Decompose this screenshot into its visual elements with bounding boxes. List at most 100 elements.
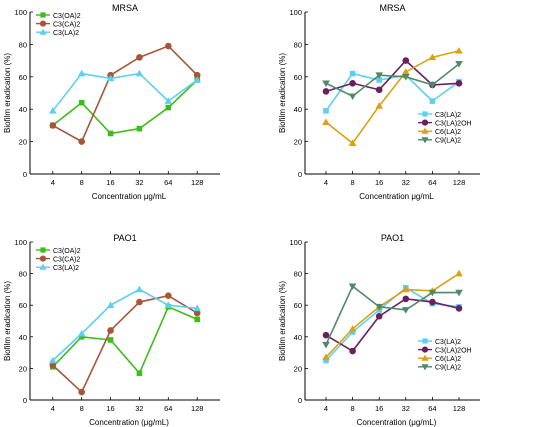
data-point — [349, 329, 356, 335]
legend-entry: C9(LA)2 — [435, 138, 461, 145]
data-point — [429, 298, 436, 306]
data-point — [322, 353, 330, 361]
data-point — [349, 347, 356, 355]
legend-entry: C6(LA)2 — [435, 356, 461, 363]
legend-swatch-marker — [421, 346, 429, 353]
data-point — [323, 108, 329, 114]
legend-entry: C3(OA)2 — [53, 248, 81, 255]
chart-panel-3: PAO1 0 20 40 60 80 100 4 8 16 32 64 128 Concentration… — [3, 233, 220, 427]
legend-entry: C3(CA)2 — [53, 21, 80, 28]
x-tick-label: 4 — [51, 178, 55, 187]
x-tick-label: 64 — [428, 178, 436, 187]
x-tick-label: 8 — [80, 404, 84, 413]
data-point — [107, 327, 114, 334]
legend: C3(LA)2C3(LA)2OH C6(LA)2 C9(LA)2 — [418, 338, 472, 372]
legend: C3(OA)2C3(CA)2 C3(LA)2 — [36, 12, 81, 37]
data-point — [455, 47, 463, 54]
y-tick-label: 100 — [289, 8, 302, 17]
series-line-4 — [325, 63, 460, 98]
data-point — [49, 361, 57, 369]
y-tick-label: 0 — [23, 170, 27, 179]
legend-swatch-marker — [40, 12, 46, 18]
data-point — [322, 331, 330, 339]
data-point — [428, 53, 437, 61]
x-tick-label: 128 — [191, 178, 204, 187]
legend-entry: C3(LA)2OH — [435, 120, 472, 127]
series-line-1 — [52, 79, 198, 135]
data-point — [322, 341, 330, 349]
data-point — [77, 69, 86, 77]
data-point — [455, 289, 463, 297]
data-point — [402, 307, 410, 314]
x-tick-label: 64 — [164, 404, 172, 413]
y-tick-label: 40 — [294, 333, 302, 342]
y-tick-label: 100 — [289, 238, 302, 247]
data-point — [136, 298, 143, 306]
data-point — [106, 74, 115, 82]
data-point — [107, 130, 114, 137]
y-tick-label: 100 — [14, 8, 27, 17]
x-tick-label: 4 — [51, 404, 55, 413]
data-point — [135, 69, 144, 77]
data-point — [402, 285, 410, 293]
series-line-4 — [325, 284, 459, 346]
y-tick-label: 60 — [294, 301, 302, 310]
data-point — [375, 72, 383, 79]
x-axis-label: Concentration μg/mL — [92, 192, 167, 201]
y-tick-label: 60 — [19, 73, 27, 82]
series-line-3 — [325, 50, 460, 145]
data-point — [78, 138, 85, 145]
data-point — [348, 325, 357, 332]
legend-entry: C3(LA)2 — [53, 265, 79, 272]
y-tick-label: 40 — [294, 105, 302, 114]
data-point — [107, 337, 114, 343]
x-tick-label: 4 — [324, 178, 328, 187]
data-point — [193, 304, 201, 312]
y-tick-label: 0 — [298, 170, 302, 179]
y-axis-label: Biofilm eradication (%) — [3, 281, 12, 361]
data-point — [77, 329, 86, 337]
data-point — [136, 54, 143, 61]
data-point — [322, 88, 330, 95]
x-tick-label: 128 — [191, 404, 204, 413]
legend-swatch-marker — [421, 354, 429, 361]
data-point — [78, 99, 85, 106]
data-point — [375, 303, 383, 311]
legend-swatch-marker — [421, 119, 429, 126]
legend-swatch-marker — [39, 20, 47, 27]
series-line-2 — [52, 45, 198, 143]
y-tick-label: 0 — [23, 396, 27, 405]
data-point — [78, 388, 85, 396]
x-tick-label: 32 — [402, 178, 410, 187]
y-tick-label: 80 — [19, 40, 27, 49]
x-tick-label: 64 — [164, 178, 172, 187]
legend: C3(LA)2C3(LA)2OH C6(LA)2 C9(LA)2 — [418, 111, 472, 145]
y-tick-label: 60 — [19, 301, 27, 310]
legend-entry: C3(CA)2 — [53, 256, 80, 263]
y-axis-label: Biofilm eradication (%) — [278, 281, 287, 361]
legend-entry: C9(LA)2 — [435, 365, 461, 372]
data-point — [402, 74, 410, 81]
y-tick-label: 20 — [294, 138, 302, 147]
data-point — [323, 357, 329, 364]
y-tick-label: 80 — [294, 40, 302, 49]
x-tick-label: 16 — [106, 178, 114, 187]
data-point — [455, 269, 463, 277]
data-point — [375, 102, 383, 109]
x-axis-label: Concentration (μg/mL) — [357, 418, 437, 427]
x-tick-label: 16 — [106, 404, 114, 413]
x-tick-label: 8 — [80, 178, 84, 187]
legend-swatch-marker — [39, 263, 47, 270]
data-point — [455, 305, 463, 312]
data-point — [349, 70, 356, 77]
data-point — [429, 98, 436, 104]
chart-title: MRSA — [112, 3, 138, 13]
data-point — [375, 86, 383, 94]
data-point — [375, 312, 383, 320]
y-tick-label: 40 — [19, 333, 27, 342]
data-point — [455, 61, 463, 68]
legend-entry: C3(LA)2 — [53, 30, 79, 37]
chart-panel-4: PAO1 0 20 40 60 80 100 4 8 16 32 64 128 Concentration… — [278, 233, 480, 427]
legend-entry: C3(OA)2 — [53, 13, 81, 20]
y-tick-label: 60 — [294, 73, 302, 82]
